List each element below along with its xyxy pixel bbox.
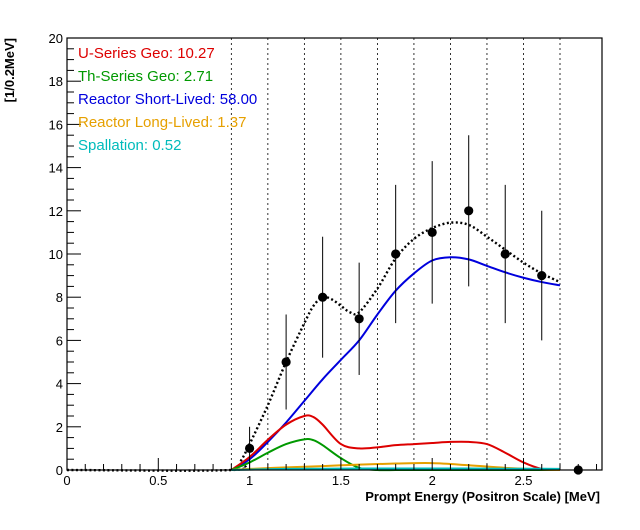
x-tick-label-0: 0 <box>63 473 70 488</box>
vertical-gridlines <box>230 38 561 470</box>
data-point-2 <box>318 292 328 302</box>
x-axis-label: Prompt Energy (Positron Scale) [MeV] <box>365 489 600 504</box>
data-point-3 <box>354 314 364 324</box>
data-points <box>244 135 583 475</box>
data-point-6 <box>464 206 474 216</box>
data-point-5 <box>427 227 437 237</box>
axes: 0 0.5 1 1.5 2 2.5 0 2 4 6 8 10 12 14 16 18 20 <box>49 31 598 488</box>
data-point-7 <box>500 249 510 259</box>
legend-entry-4: Spallation: 0.52 <box>78 137 181 154</box>
y-tick-label-10: 20 <box>49 31 63 46</box>
fit-curves <box>66 221 561 472</box>
series-curve-0 <box>66 221 561 472</box>
data-point-4 <box>391 249 401 259</box>
y-tick-label-0: 0 <box>56 463 63 478</box>
x-tick-label-4: 2 <box>429 473 436 488</box>
y-axis-label: [1/0.2MeV] <box>2 38 17 102</box>
legend-entry-0: U-Series Geo: 10.27 <box>78 45 215 62</box>
y-tick-label-1: 2 <box>56 420 63 435</box>
data-point-8 <box>537 271 547 281</box>
y-tick-label-7: 14 <box>49 161 63 176</box>
y-tick-label-4: 8 <box>56 290 63 305</box>
legend-entry-1: Th-Series Geo: 2.71 <box>78 68 213 85</box>
legend: U-Series Geo: 10.27 Th-Series Geo: 2.71 Re… <box>78 45 257 154</box>
y-tick-label-2: 4 <box>56 377 63 392</box>
x-tick-label-1: 0.5 <box>149 473 167 488</box>
data-point-0 <box>244 443 255 453</box>
y-tick-label-8: 16 <box>49 117 63 132</box>
y-tick-label-5: 10 <box>49 247 63 262</box>
y-tick-label-6: 12 <box>49 204 63 219</box>
y-tick-label-3: 6 <box>56 333 63 348</box>
x-tick-label-5: 2.5 <box>514 473 532 488</box>
x-tick-label-3: 1.5 <box>332 473 350 488</box>
x-tick-label-2: 1 <box>246 473 253 488</box>
series-curve-2 <box>230 414 561 471</box>
y-tick-label-9: 18 <box>49 74 63 89</box>
legend-entry-2: Reactor Short-Lived: 58.00 <box>78 91 257 108</box>
legend-entry-3: Reactor Long-Lived: 1.37 <box>78 114 246 131</box>
data-point-1 <box>281 357 291 367</box>
